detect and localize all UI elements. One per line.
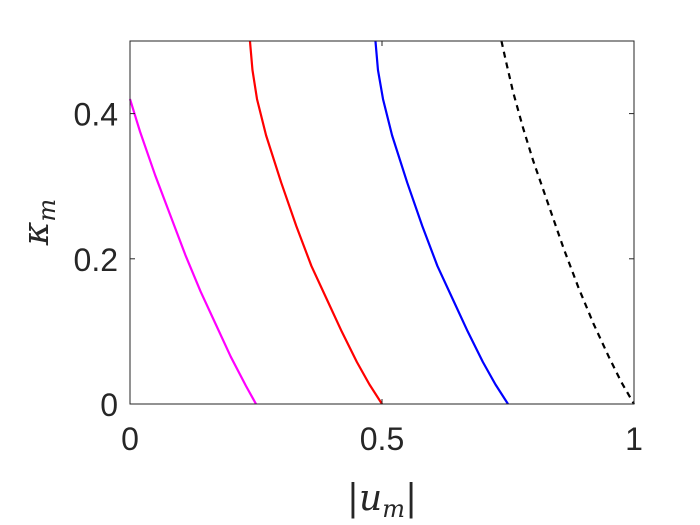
axis-ticks (129, 41, 635, 405)
x-axis-label: |um| (347, 478, 417, 523)
series-line-2 (248, 40, 383, 405)
y-tick-label: 0.4 (74, 97, 118, 133)
series-line-4 (500, 40, 635, 405)
y-tick-label: 0 (100, 387, 118, 423)
x-tick-label: 1 (625, 421, 643, 457)
y-axis-label: κm (16, 199, 61, 246)
series-line-1 (128, 98, 257, 405)
tick-labels: 0 0.5 1 0 0.2 0.4 (74, 97, 643, 457)
series-line-3 (374, 40, 509, 405)
x-tick-label: 0.5 (360, 421, 404, 457)
y-tick-label: 0.2 (74, 242, 118, 278)
x-tick-label: 0 (121, 421, 139, 457)
plot-series (128, 40, 635, 405)
